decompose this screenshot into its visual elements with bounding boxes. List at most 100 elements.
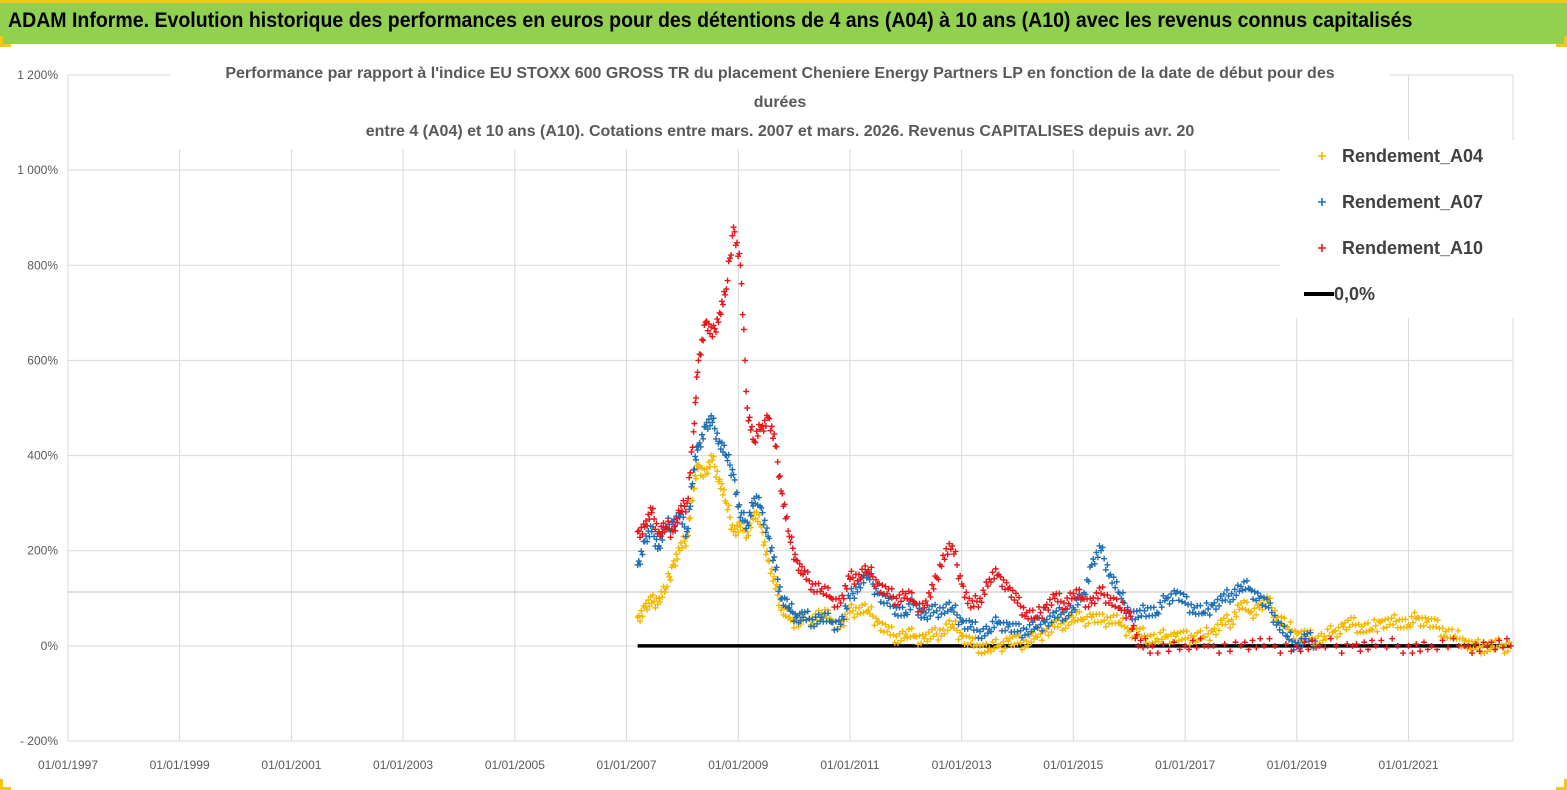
data-point <box>1113 578 1120 585</box>
data-point <box>792 551 799 558</box>
data-point <box>1405 642 1412 649</box>
data-point <box>1434 617 1441 624</box>
data-point <box>724 506 731 513</box>
data-point <box>1102 623 1109 630</box>
data-point <box>1019 646 1026 653</box>
data-point <box>755 511 762 518</box>
data-point <box>1140 644 1147 651</box>
data-point <box>899 588 906 595</box>
data-point <box>691 420 698 427</box>
data-point <box>1045 607 1052 614</box>
data-point <box>840 616 847 623</box>
data-point <box>1236 588 1243 595</box>
data-point <box>987 628 994 635</box>
data-point <box>815 580 822 587</box>
data-point <box>930 585 937 592</box>
data-point <box>1346 624 1353 631</box>
data-point <box>1360 629 1367 636</box>
data-point <box>992 614 999 621</box>
legend-item: Rendement_A10 <box>1318 238 1483 258</box>
data-point <box>737 262 744 269</box>
data-point <box>1260 594 1267 601</box>
data-point <box>1016 594 1023 601</box>
x-tick-label: 01/01/2019 <box>1267 758 1327 772</box>
data-point <box>902 590 909 597</box>
data-point <box>983 623 990 630</box>
data-point <box>1087 595 1094 602</box>
data-point <box>1256 604 1263 611</box>
data-point <box>698 336 705 343</box>
data-point <box>1193 644 1200 651</box>
data-point <box>972 619 979 626</box>
data-point <box>876 580 883 587</box>
data-point <box>1282 641 1289 648</box>
data-point <box>1012 590 1019 597</box>
data-point <box>1298 628 1305 635</box>
chart-title-background <box>170 54 1390 149</box>
data-point <box>767 548 774 555</box>
data-point <box>1231 586 1238 593</box>
data-point <box>918 608 925 615</box>
data-point <box>1500 644 1507 651</box>
data-point <box>1002 645 1009 652</box>
data-point <box>729 232 736 239</box>
data-point <box>1343 626 1350 633</box>
data-point <box>772 443 779 450</box>
data-point <box>879 582 886 589</box>
data-point <box>1322 644 1329 651</box>
data-point <box>991 645 998 652</box>
data-point <box>1142 635 1149 642</box>
data-point <box>648 528 655 535</box>
data-point <box>732 532 739 539</box>
data-point <box>773 581 780 588</box>
data-point <box>1048 619 1055 626</box>
data-point <box>1341 619 1348 626</box>
data-point <box>840 622 847 629</box>
data-point <box>761 517 768 524</box>
data-point <box>663 583 670 590</box>
data-point <box>1020 604 1027 611</box>
legend-item: 0,0% <box>1304 284 1375 304</box>
data-point <box>774 458 781 465</box>
data-point <box>975 604 982 611</box>
data-point <box>645 511 652 518</box>
data-point <box>849 574 856 581</box>
data-point <box>747 427 754 434</box>
data-point <box>1113 612 1120 619</box>
data-point <box>992 636 999 643</box>
data-point <box>1265 604 1272 611</box>
data-point <box>1504 648 1511 655</box>
data-point <box>1180 591 1187 598</box>
data-point <box>1176 646 1183 653</box>
data-point <box>747 512 754 519</box>
data-point <box>726 514 733 521</box>
data-point <box>638 548 645 555</box>
data-point <box>916 632 923 639</box>
data-point <box>848 568 855 575</box>
data-point <box>804 608 811 615</box>
data-point <box>1194 629 1201 636</box>
data-point <box>1237 583 1244 590</box>
data-point <box>1216 627 1223 634</box>
data-point <box>815 611 822 618</box>
data-point <box>871 591 878 598</box>
data-point <box>767 427 774 434</box>
data-point <box>839 592 846 599</box>
data-point <box>946 617 953 624</box>
data-point <box>692 394 699 401</box>
data-point <box>836 617 843 624</box>
data-point <box>714 468 721 475</box>
data-point <box>769 578 776 585</box>
data-point <box>1096 542 1103 549</box>
data-point <box>686 515 693 522</box>
data-point <box>944 608 951 615</box>
data-point <box>711 463 718 470</box>
data-point <box>888 623 895 630</box>
data-point <box>779 490 786 497</box>
data-point <box>1118 622 1125 629</box>
data-point <box>1094 554 1101 561</box>
data-point <box>1357 648 1364 655</box>
data-point <box>1116 619 1123 626</box>
data-point <box>1281 615 1288 622</box>
data-point <box>1227 648 1234 655</box>
